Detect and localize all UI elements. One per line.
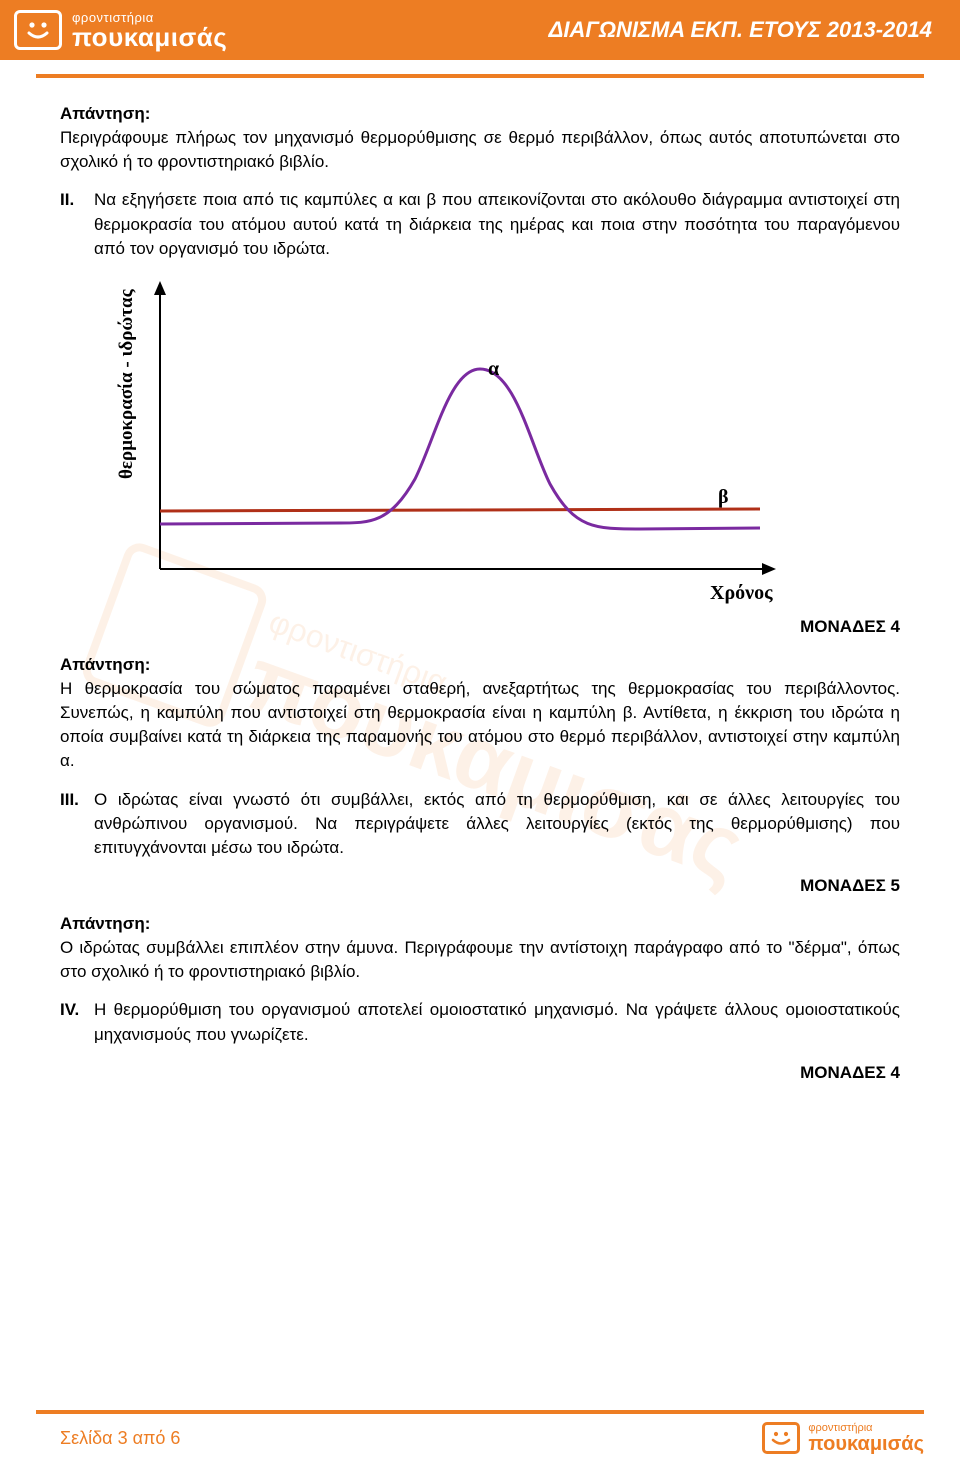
answer-3-text: Ο ιδρώτας συμβάλλει επιπλέον στην άμυνα.…: [60, 938, 900, 981]
answer-label-3: Απάντηση:: [60, 914, 150, 933]
question-3: III. Ο ιδρώτας είναι γνωστό ότι συμβάλλε…: [60, 788, 900, 860]
paragraph-1: Περιγράφουμε πλήρως τον μηχανισμό θερμορ…: [60, 128, 900, 171]
question-4-text: Η θερμορύθμιση του οργανισμού αποτελεί ο…: [94, 998, 900, 1046]
roman-iv: IV.: [60, 998, 94, 1046]
chart-x-label: Χρόνος: [710, 579, 773, 607]
brand-bottom: πουκαμισάς: [72, 24, 227, 50]
roman-iii: III.: [60, 788, 94, 860]
curve-alpha: [160, 369, 760, 529]
footer-brand-top: φροντιστήρια: [808, 1423, 924, 1434]
chart: θερμοκρασία - ιδρώτας α β Χρόνος: [120, 279, 780, 609]
page-footer: Σελίδα 3 από 6 φροντιστήρια πουκαμισάς: [0, 1410, 960, 1470]
points-4b: ΜΟΝΑΔΕΣ 4: [60, 1061, 900, 1085]
brand-logo: φροντιστήρια πουκαμισάς: [14, 10, 227, 50]
footer-logo: φροντιστήρια πουκαμισάς: [762, 1422, 924, 1454]
question-2-text: Να εξηγήσετε ποια από τις καμπύλες α και…: [94, 188, 900, 260]
points-5: ΜΟΝΑΔΕΣ 5: [60, 874, 900, 898]
footer-brand-bottom: πουκαμισάς: [808, 1434, 924, 1454]
content: Απάντηση: Περιγράφουμε πλήρως τον μηχανι…: [60, 102, 900, 1085]
question-3-text: Ο ιδρώτας είναι γνωστό ότι συμβάλλει, εκ…: [94, 788, 900, 860]
brand-text: φροντιστήρια πουκαμισάς: [72, 11, 227, 50]
header-title: ΔΙΑΓΩΝΙΣΜΑ ΕΚΠ. ΕΤΟΥΣ 2013-2014: [549, 17, 932, 43]
footer-mark-icon: [762, 1422, 800, 1454]
chart-svg: [120, 279, 780, 579]
brand-mark-icon: [14, 10, 62, 50]
footer-rule: [36, 1410, 924, 1414]
chart-label-alpha: α: [488, 355, 499, 383]
answer-label: Απάντηση:: [60, 104, 150, 123]
question-2: II. Να εξηγήσετε ποια από τις καμπύλες α…: [60, 188, 900, 260]
page-body: φροντιστήρια πουκαμισάς Απάντηση: Περιγρ…: [0, 78, 960, 1398]
roman-ii: II.: [60, 188, 94, 260]
page-header: φροντιστήρια πουκαμισάς ΔΙΑΓΩΝΙΣΜΑ ΕΚΠ. …: [0, 0, 960, 60]
curve-beta: [160, 509, 760, 511]
chart-label-beta: β: [718, 483, 729, 511]
answer-label-2: Απάντηση:: [60, 655, 150, 674]
answer-2-text: Η θερμοκρασία του σώματος παραμένει σταθ…: [60, 679, 900, 770]
page-number: Σελίδα 3 από 6: [60, 1428, 180, 1449]
chart-y-label: θερμοκρασία - ιδρώτας: [114, 289, 141, 479]
question-4: IV. Η θερμορύθμιση του οργανισμού αποτελ…: [60, 998, 900, 1046]
points-4a: ΜΟΝΑΔΕΣ 4: [60, 615, 900, 639]
